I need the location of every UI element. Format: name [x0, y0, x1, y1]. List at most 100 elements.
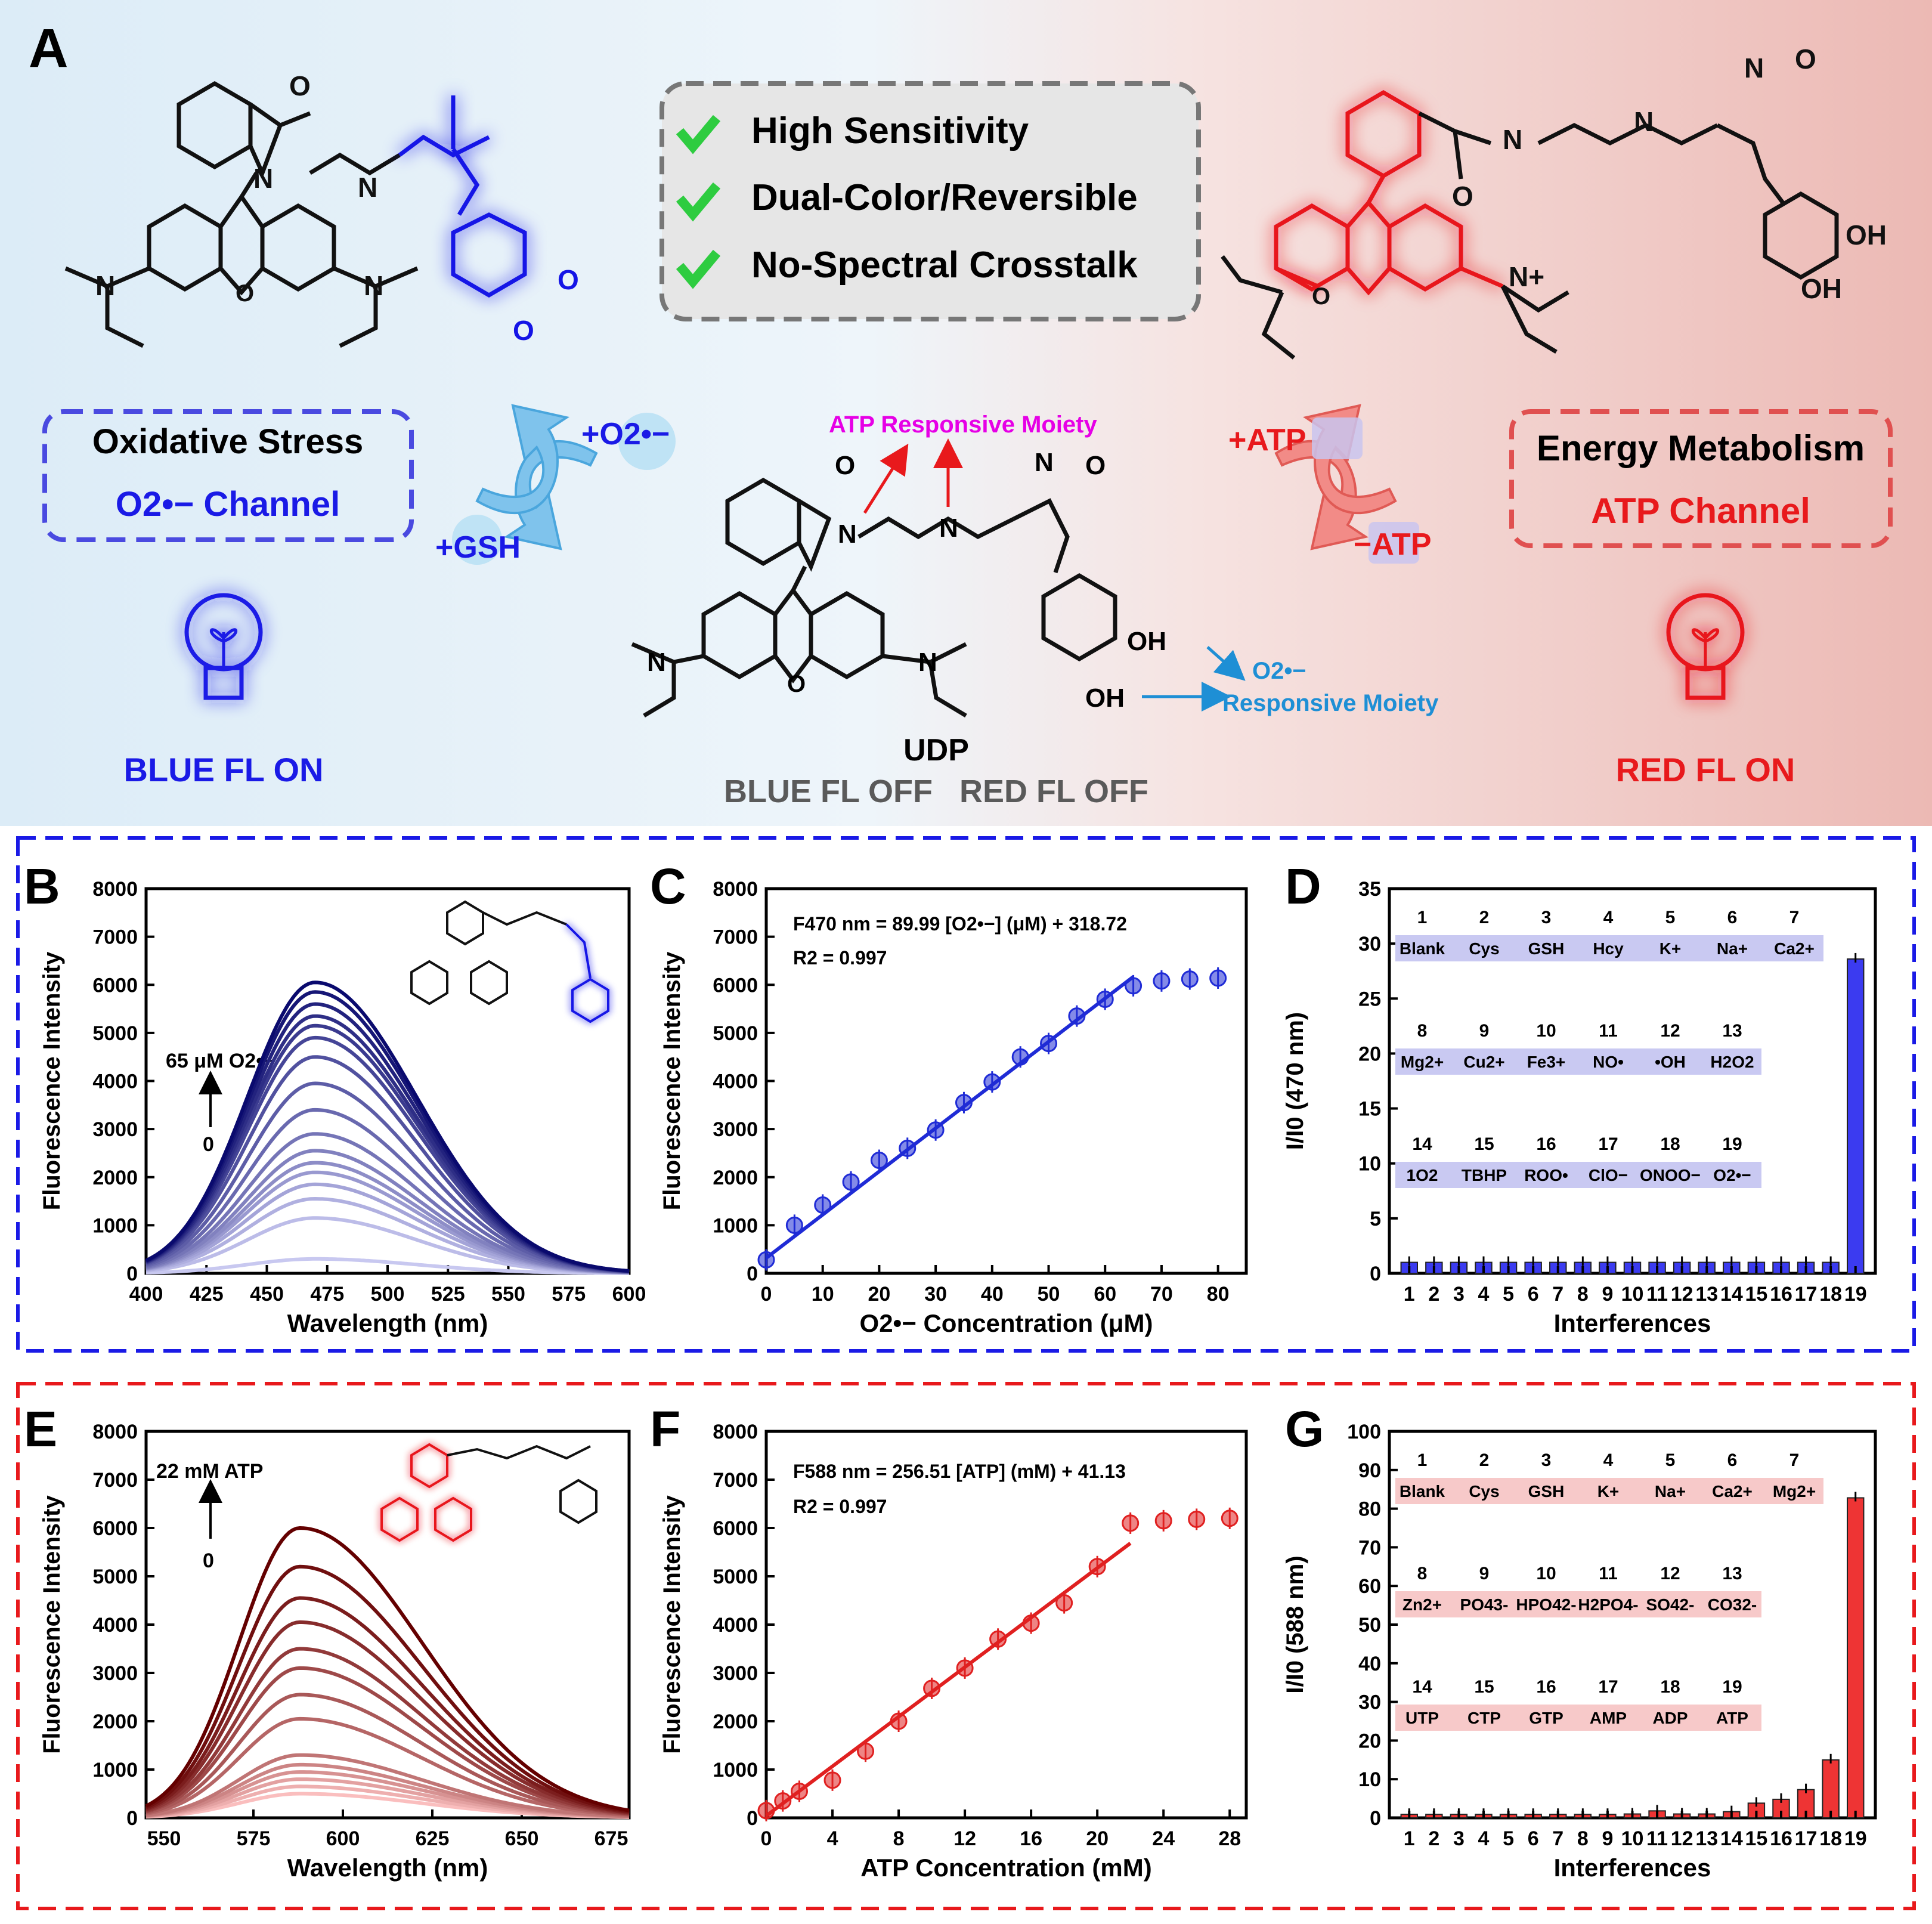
y-tick-label: 1000: [92, 1759, 138, 1781]
legend-band: [1395, 1705, 1761, 1731]
x-tick-label: 13: [1695, 1283, 1718, 1306]
molecule-oxidized-blue: [64, 81, 527, 348]
data-point: [899, 1139, 917, 1157]
x-tick-label: 15: [1745, 1283, 1767, 1306]
red-channel-frame: [16, 1382, 1916, 1910]
y-tick-label: 4000: [713, 1071, 758, 1093]
legend-number: 6: [1727, 908, 1738, 927]
legend-number: 9: [1479, 1021, 1490, 1041]
y-tick-label: 5000: [92, 1566, 138, 1588]
y-tick-label: 50: [1358, 1614, 1381, 1637]
legend-name: CTP: [1467, 1709, 1501, 1727]
y-tick-label: 5000: [713, 1566, 758, 1588]
bar: [1847, 958, 1865, 1274]
y-tick-label: 0: [126, 1807, 138, 1830]
udp-o2-label: O: [1085, 451, 1106, 480]
y-tick-label: 1000: [713, 1214, 758, 1237]
atom-xanthene-o-red: O: [1312, 283, 1330, 310]
y-tick-label: 5000: [713, 1022, 758, 1045]
legend-name: GTP: [1529, 1709, 1563, 1727]
legend-number: 3: [1541, 908, 1552, 927]
legend-number: 10: [1536, 1564, 1556, 1583]
legend-name: 1O2: [1407, 1166, 1438, 1184]
atom-o-right-2: O: [1452, 181, 1473, 212]
molecule-open-red: [1221, 89, 1839, 360]
spectrum-line: [145, 980, 630, 1273]
legend-number: 19: [1722, 1134, 1742, 1154]
udp-nh-label: N: [939, 514, 958, 543]
data-point: [857, 1742, 875, 1760]
o2-moiety-label-1: O2•−: [1252, 658, 1306, 684]
oxidative-stress-title: Oxidative Stress: [92, 422, 364, 461]
legend-name: Blank: [1400, 1482, 1445, 1501]
probe-state: BLUE FL OFF RED FL OFF: [724, 774, 1148, 809]
chart-c: 0 1000 2000 3000 4000 5000 6000 7000 8000 0 10 20 30…: [659, 878, 1248, 1337]
legend-name: ClO−: [1589, 1166, 1628, 1184]
panel-c-equation: F470 nm = 89.99 [O2•−] (μM) + 318.72: [793, 913, 1127, 935]
legend-name: •OH: [1655, 1053, 1686, 1071]
atom-nh-right-1: N: [1503, 124, 1522, 155]
x-tick-label: 8: [893, 1827, 905, 1850]
red-fl-on-label: RED FL ON: [1616, 751, 1795, 788]
gsh-bubble: [452, 515, 502, 565]
legend-name: Na+: [1717, 939, 1748, 958]
spectrum-line: [145, 1693, 630, 1817]
legend-name: NO•: [1593, 1053, 1624, 1071]
x-axis-label: Wavelength (nm): [287, 1854, 488, 1882]
x-tick-label: 17: [1795, 1283, 1818, 1306]
y-tick-label: 10: [1358, 1768, 1381, 1791]
panel-c-letter: C: [650, 858, 686, 914]
legend-name: ONOO−: [1640, 1166, 1701, 1184]
plot-frame: [764, 887, 1248, 1275]
atom-quinone-o1-label: O: [558, 264, 579, 295]
legend-number: 14: [1412, 1677, 1432, 1697]
data-point: [814, 1196, 832, 1214]
y-tick-label: 3000: [713, 1118, 758, 1141]
x-tick-label: 16: [1770, 1283, 1792, 1306]
legend-number: 6: [1727, 1450, 1738, 1470]
blue-bulb-icon: [184, 593, 263, 700]
data-point: [1125, 977, 1143, 995]
x-tick-label: 13: [1695, 1827, 1718, 1850]
legend-name: UTP: [1405, 1709, 1439, 1727]
cycle-right-forward: +ATP: [1228, 423, 1306, 457]
legend-number: 15: [1474, 1677, 1494, 1697]
y-tick-label: 3000: [92, 1118, 138, 1141]
legend-number: 18: [1660, 1134, 1680, 1154]
x-tick-label: 550: [147, 1827, 181, 1850]
legend-name: ROO•: [1524, 1166, 1568, 1184]
x-tick-label: 3: [1453, 1283, 1465, 1306]
y-tick-label: 6000: [92, 1517, 138, 1540]
spectrum-line: [145, 1647, 630, 1815]
x-tick-label: 14: [1720, 1283, 1743, 1306]
panel-b-letter: B: [24, 858, 60, 914]
o2-arrow-1: [1206, 646, 1246, 681]
udp-xanthene-o: O: [787, 671, 806, 697]
y-tick-label: 15: [1358, 1098, 1381, 1121]
legend-number: 18: [1660, 1677, 1680, 1697]
y-tick-label: 6000: [92, 974, 138, 997]
x-tick-label: 600: [326, 1827, 360, 1850]
legend-name: K+: [1597, 1482, 1620, 1501]
y-tick-label: 30: [1358, 933, 1381, 955]
data-point: [842, 1173, 860, 1191]
data-point: [1096, 990, 1114, 1008]
y-tick-label: 80: [1358, 1498, 1381, 1521]
x-tick-label: 550: [491, 1283, 525, 1306]
legend-name: H2O2: [1710, 1053, 1754, 1071]
chart-g: 0 10 20 30 40 50 60 70 80 90 100 Interferences I/I0 …: [1282, 1421, 1877, 1882]
atom-o-right-1: O: [1795, 44, 1816, 75]
y-tick-label: 35: [1358, 878, 1381, 901]
y-tick-label: 4000: [92, 1614, 138, 1637]
legend-number: 10: [1536, 1021, 1556, 1041]
y-tick-label: 0: [1370, 1807, 1381, 1830]
atom-o-label: O: [289, 70, 311, 101]
feature-2: Dual-Color/Reversible: [751, 177, 1138, 218]
x-tick-label: 600: [612, 1283, 646, 1306]
legend-name: Mg2+: [1401, 1053, 1444, 1071]
spectrum-line: [145, 1666, 630, 1816]
legend-number: 17: [1598, 1677, 1618, 1697]
legend-name: SO42-: [1646, 1595, 1695, 1614]
x-tick-label: 40: [981, 1283, 1004, 1306]
